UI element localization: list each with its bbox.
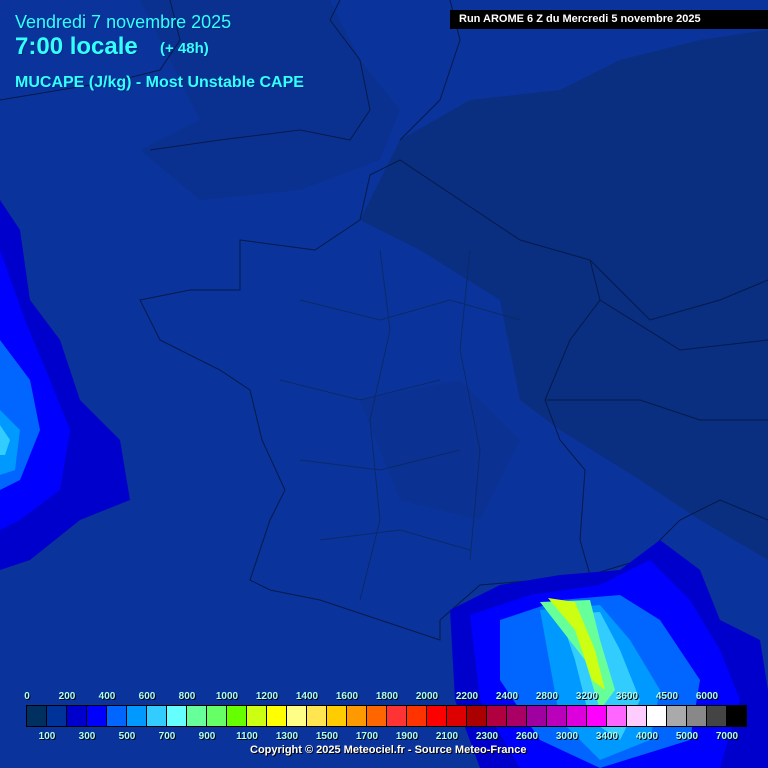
legend-swatch [347,706,367,726]
legend-label-top: 0 [24,691,30,702]
legend-swatch [427,706,447,726]
legend-swatch [667,706,687,726]
legend-label-top: 400 [98,691,116,702]
legend-swatch [167,706,187,726]
legend-swatch [367,706,387,726]
legend-swatch [27,706,47,726]
border-east [399,0,768,421]
legend-label-top: 1800 [375,691,399,702]
legend-label-bottom: 3000 [555,731,579,742]
legend-swatch [627,706,647,726]
legend-swatch [407,706,427,726]
legend-swatch [707,706,727,726]
legend-swatch [467,706,487,726]
legend-swatch [327,706,347,726]
legend-swatch [727,706,746,726]
legend-label-bottom: 2300 [475,731,499,742]
legend-swatch [447,706,467,726]
legend-swatch [87,706,107,726]
legend-swatch [607,706,627,726]
legend-swatch [387,706,407,726]
legend-swatch [567,706,587,726]
legend-label-top: 2400 [495,691,519,702]
land-uk [140,0,400,200]
legend-label-bottom: 1500 [315,731,339,742]
coastline-uk [0,0,371,151]
legend-label-bottom: 1900 [395,731,419,742]
forecast-hour: 7:00 locale [15,33,138,60]
legend-swatch [487,706,507,726]
legend-swatch [127,706,147,726]
legend-swatch [547,706,567,726]
legend-label-top: 2000 [415,691,439,702]
forecast-date: Vendredi 7 novembre 2025 [15,12,232,32]
land-east [360,30,768,560]
legend-swatch [647,706,667,726]
legend-label-top: 800 [178,691,196,702]
legend-swatch [227,706,247,726]
legend-swatch [267,706,287,726]
legend-label-bottom: 100 [38,731,56,742]
legend-label-top: 600 [138,691,156,702]
legend-label-top: 3200 [575,691,599,702]
legend-label-top: 2800 [535,691,559,702]
lead-time: (+ 48h) [160,40,209,57]
color-legend [26,705,747,727]
legend-label-bottom: 3400 [595,731,619,742]
cape-west [0,200,130,570]
run-banner: Run AROME 6 Z du Mercredi 5 novembre 202… [450,10,768,29]
legend-label-bottom: 1100 [236,731,258,742]
legend-swatch [247,706,267,726]
legend-swatch [307,706,327,726]
legend-label-top: 1200 [255,691,279,702]
legend-label-top: 4500 [655,691,679,702]
legend-label-bottom: 700 [158,731,176,742]
legend-swatch [587,706,607,726]
legend-swatch [47,706,67,726]
legend-swatch [107,706,127,726]
legend-label-bottom: 500 [118,731,136,742]
parameter-title: MUCAPE (J/kg) - Most Unstable CAPE [15,74,304,91]
legend-label-bottom: 1300 [275,731,299,742]
legend-label-bottom: 4000 [635,731,659,742]
legend-swatch [687,706,707,726]
legend-swatch [287,706,307,726]
legend-swatch [527,706,547,726]
legend-swatch [207,706,227,726]
copyright: Copyright © 2025 Meteociel.fr - Source M… [250,744,527,756]
legend-label-bottom: 7000 [715,731,739,742]
legend-label-top: 200 [58,691,76,702]
legend-label-bottom: 5000 [675,731,699,742]
legend-label-top: 6000 [695,691,719,702]
land-central [360,380,520,520]
legend-label-top: 1000 [215,691,239,702]
legend-label-bottom: 1700 [355,731,379,742]
legend-swatch [67,706,87,726]
legend-label-top: 2200 [455,691,479,702]
legend-label-bottom: 300 [78,731,96,742]
coastline-france [139,159,601,641]
legend-label-bottom: 900 [198,731,216,742]
legend-label-bottom: 2100 [435,731,459,742]
legend-label-bottom: 2600 [515,731,539,742]
legend-label-top: 1600 [335,691,359,702]
legend-swatch [187,706,207,726]
legend-label-top: 3600 [615,691,639,702]
legend-swatch [147,706,167,726]
legend-swatch [507,706,527,726]
legend-label-top: 1400 [295,691,319,702]
regions [279,249,521,601]
